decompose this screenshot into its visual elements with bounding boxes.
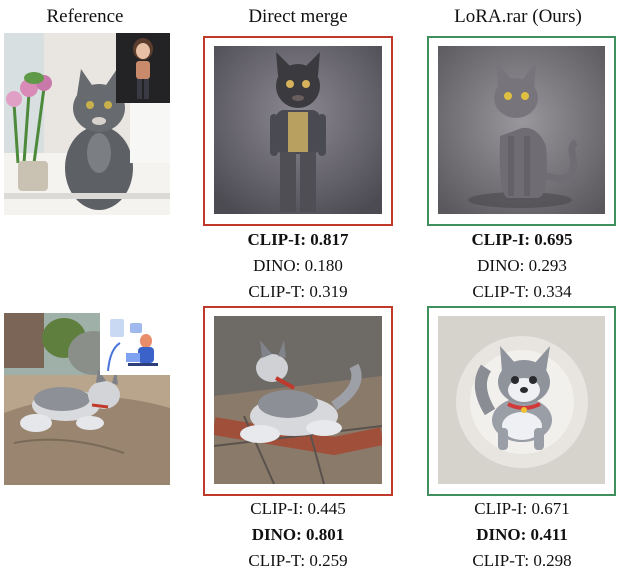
metric-value: 0.817	[310, 230, 349, 249]
metric-line: CLIP-T: 0.319	[193, 279, 403, 305]
metric-value: 0.334	[533, 282, 572, 301]
metric-line: DINO: 0.293	[417, 253, 620, 279]
metric-line: DINO: 0.411	[417, 522, 620, 548]
reference-image-husky-plush	[4, 313, 170, 485]
ours-frame-2	[427, 306, 616, 496]
metric-label: CLIP-T:	[472, 282, 530, 301]
metric-label: DINO:	[253, 256, 301, 275]
metric-label: DINO:	[477, 256, 525, 275]
metric-value: 0.298	[533, 551, 572, 570]
direct-metrics-1: CLIP-I: 0.817 DINO: 0.180 CLIP-T: 0.319	[193, 227, 403, 305]
ours-frame-1	[427, 36, 616, 226]
metric-value: 0.180	[304, 256, 343, 275]
metric-label: DINO:	[251, 525, 302, 544]
metric-value: 0.411	[530, 525, 568, 544]
metric-label: CLIP-T:	[472, 551, 530, 570]
metric-line: CLIP-I: 0.445	[193, 496, 403, 522]
header-lora-rar: LoRA.rar (Ours)	[454, 6, 582, 27]
metric-label: CLIP-I:	[474, 499, 528, 518]
direct-merge-frame-1	[203, 36, 393, 226]
metric-label: CLIP-I:	[250, 499, 304, 518]
header-reference: Reference	[46, 6, 124, 27]
header-direct-merge: Direct merge	[248, 6, 348, 27]
direct-metrics-2: CLIP-I: 0.445 DINO: 0.801 CLIP-T: 0.259	[193, 496, 403, 574]
direct-merge-image-cat-character	[214, 46, 382, 214]
metric-line: CLIP-I: 0.695	[417, 227, 620, 253]
metric-label: CLIP-T:	[248, 282, 306, 301]
metric-line: CLIP-T: 0.334	[417, 279, 620, 305]
ours-image-husky-cartoon	[438, 316, 605, 484]
metric-value: 0.445	[307, 499, 346, 518]
metric-line: CLIP-T: 0.259	[193, 548, 403, 574]
metric-value: 0.259	[309, 551, 348, 570]
metric-line: DINO: 0.801	[193, 522, 403, 548]
reference-image-cat	[4, 33, 170, 215]
metric-line: CLIP-I: 0.817	[193, 227, 403, 253]
metric-value: 0.801	[306, 525, 345, 544]
metric-label: CLIP-I:	[471, 230, 531, 249]
metric-value: 0.695	[534, 230, 573, 249]
metric-line: CLIP-T: 0.298	[417, 548, 620, 574]
reference-inset-illustration	[100, 313, 170, 375]
ours-metrics-1: CLIP-I: 0.695 DINO: 0.293 CLIP-T: 0.334	[417, 227, 620, 305]
direct-merge-frame-2	[203, 306, 393, 496]
metric-value: 0.293	[528, 256, 567, 275]
metric-line: CLIP-I: 0.671	[417, 496, 620, 522]
metric-line: DINO: 0.180	[193, 253, 403, 279]
direct-merge-image-husky-plush	[214, 316, 382, 484]
metric-label: CLIP-T:	[248, 551, 306, 570]
ours-metrics-2: CLIP-I: 0.671 DINO: 0.411 CLIP-T: 0.298	[417, 496, 620, 574]
metric-value: 0.319	[309, 282, 348, 301]
metric-label: CLIP-I:	[247, 230, 307, 249]
metric-label: DINO:	[476, 525, 527, 544]
metric-value: 0.671	[531, 499, 570, 518]
reference-inset-character	[116, 33, 170, 103]
ours-image-cat-figurine	[438, 46, 605, 214]
